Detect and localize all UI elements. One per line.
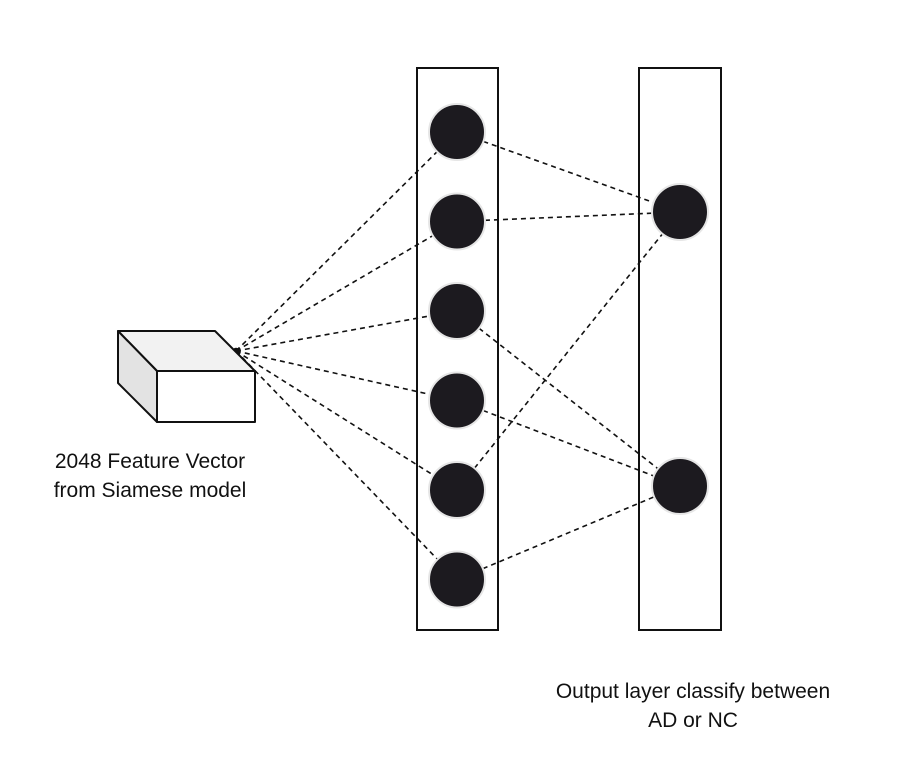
hidden-3-to-output-2-edge	[478, 327, 659, 470]
hidden-1-to-output-1-edge	[483, 140, 654, 204]
input-to-hidden-edge-3	[235, 315, 430, 352]
output-label-line-2: AD or NC	[648, 709, 738, 732]
hidden-6-to-output-2-edge	[482, 496, 655, 570]
output-label-line-1: Output layer classify between	[555, 680, 831, 703]
output-layer-neurons	[651, 183, 709, 515]
connections	[232, 140, 664, 570]
feature-vector-box-front	[156, 370, 256, 423]
hidden-neuron-2	[428, 192, 486, 251]
input-to-hidden-edge-2	[235, 234, 434, 352]
hidden-layer-neurons	[428, 103, 486, 609]
output-neuron-1	[651, 183, 709, 241]
output-label: Output layer classify between AD or NC	[510, 677, 876, 735]
input-to-hidden-edge-5	[235, 350, 434, 476]
hidden-4-to-output-2-edge	[482, 409, 655, 477]
output-neuron-2	[651, 457, 709, 515]
feature-vector-box	[117, 330, 256, 423]
input-to-hidden-edge-4	[235, 350, 430, 396]
input-label: 2048 Feature Vector from Siamese model	[20, 447, 280, 505]
input-label-line-2: from Siamese model	[53, 479, 247, 502]
hidden-2-to-output-1-edge	[484, 212, 653, 222]
output-layer-box	[638, 67, 722, 631]
hidden-neuron-3	[428, 282, 486, 340]
hidden-5-to-output-1-edge	[473, 233, 664, 469]
hidden-neuron-4	[428, 371, 486, 430]
input-to-hidden-edge-6	[235, 350, 439, 560]
hidden-neuron-1	[428, 103, 486, 161]
hidden-neuron-5	[428, 461, 486, 519]
input-to-hidden-edge-1	[235, 151, 438, 352]
hidden-layer-box	[416, 67, 499, 631]
hidden-neuron-6	[428, 550, 486, 609]
input-label-line-1: 2048 Feature Vector	[54, 450, 246, 473]
